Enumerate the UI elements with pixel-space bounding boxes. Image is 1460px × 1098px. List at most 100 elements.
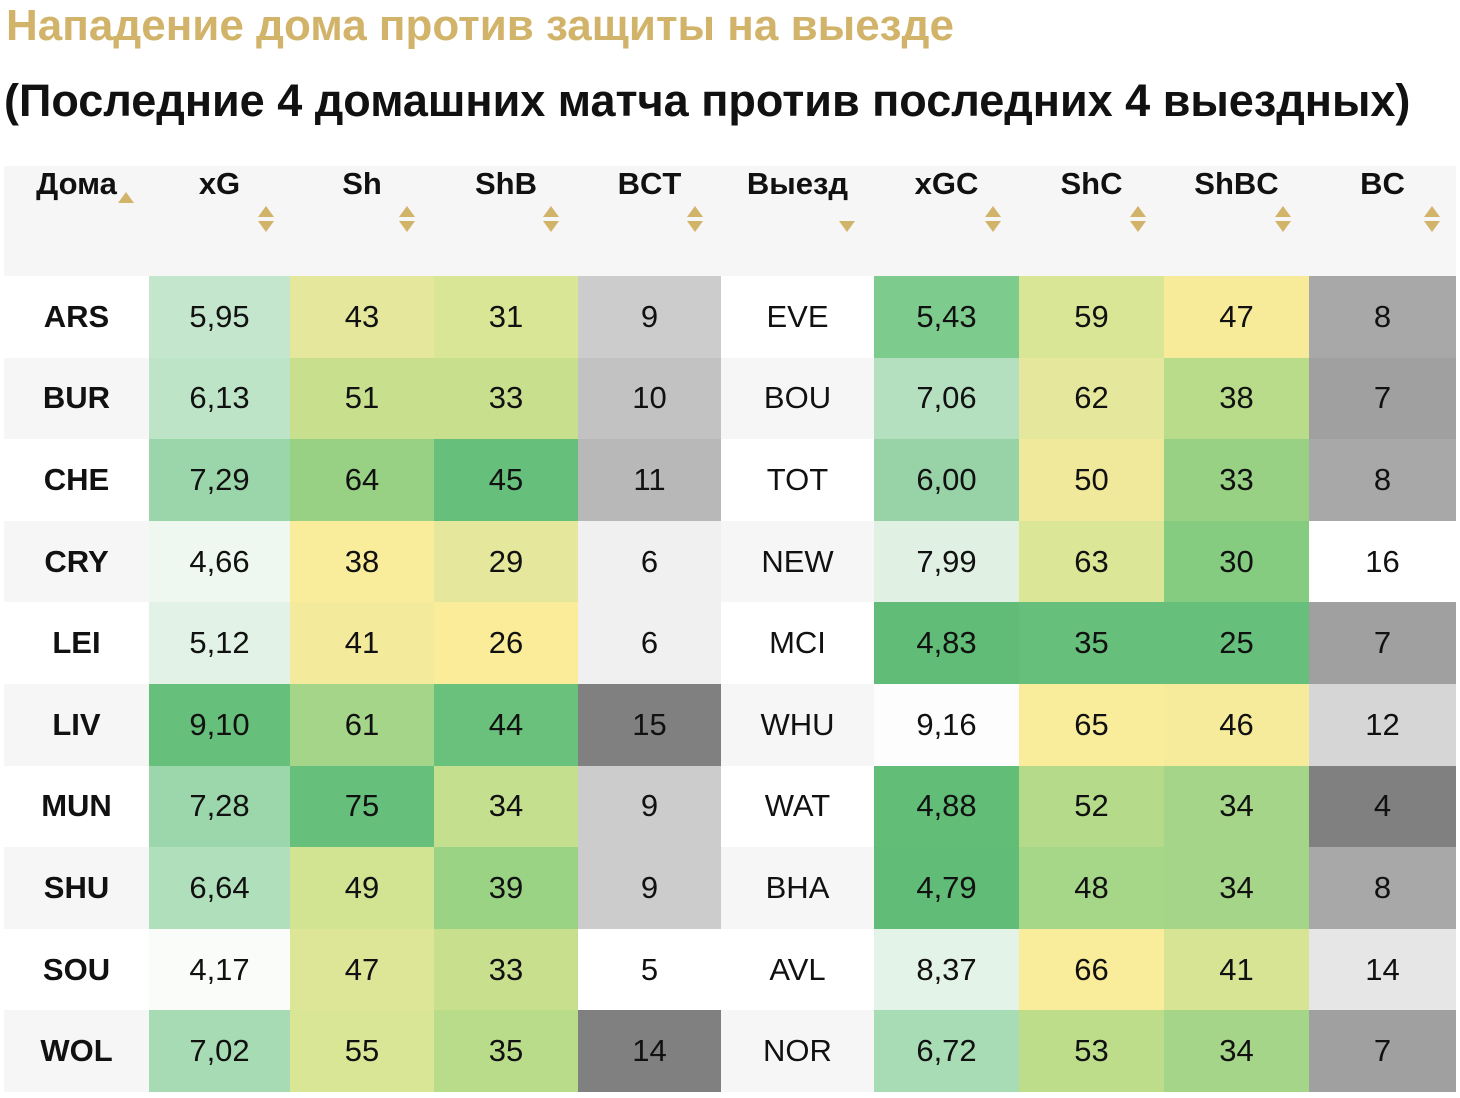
- shbc-cell: 41: [1164, 928, 1309, 1011]
- shb-cell: 39: [434, 847, 578, 929]
- table-row: CRY 4,66 38 29 6 NEW 7,99 63 30 16: [4, 520, 1456, 603]
- bct-cell: 9: [578, 847, 721, 929]
- home-team-cell: CHE: [4, 439, 149, 521]
- away-team-cell: BHA: [721, 847, 874, 929]
- xg-cell: 5,12: [149, 602, 290, 684]
- shbc-cell: 38: [1164, 357, 1309, 440]
- table-header-row: Дома xG Sh ShB BCT Выезд xGC ShC ShBC BC: [4, 166, 1456, 276]
- bct-cell: 9: [578, 765, 721, 848]
- bct-cell: 15: [578, 683, 721, 766]
- bc-cell: 7: [1309, 357, 1456, 440]
- shbc-cell: 47: [1164, 276, 1309, 358]
- xgc-cell: 4,88: [874, 765, 1019, 848]
- away-team-cell: MCI: [721, 602, 874, 684]
- shc-cell: 66: [1019, 928, 1164, 1011]
- column-header-xg[interactable]: xG: [149, 166, 290, 276]
- xgc-cell: 4,79: [874, 847, 1019, 929]
- xgc-cell: 7,06: [874, 357, 1019, 440]
- sh-cell: 51: [290, 357, 434, 440]
- shc-cell: 53: [1019, 1010, 1164, 1092]
- table-row: WOL 7,02 55 35 14 NOR 6,72 53 34 7: [4, 1010, 1456, 1092]
- home-team-cell: LEI: [4, 602, 149, 684]
- shb-cell: 35: [434, 1010, 578, 1092]
- home-team-cell: SHU: [4, 847, 149, 929]
- shc-cell: 50: [1019, 439, 1164, 521]
- sh-cell: 61: [290, 683, 434, 766]
- shc-cell: 63: [1019, 520, 1164, 603]
- shb-cell: 31: [434, 276, 578, 358]
- table-row: CHE 7,29 64 45 11 TOT 6,00 50 33 8: [4, 439, 1456, 521]
- bct-cell: 10: [578, 357, 721, 440]
- shbc-cell: 30: [1164, 520, 1309, 603]
- home-team-cell: ARS: [4, 276, 149, 358]
- shb-cell: 33: [434, 928, 578, 1011]
- column-header-away[interactable]: Выезд: [721, 166, 874, 276]
- column-header-shbc[interactable]: ShBC: [1164, 166, 1309, 276]
- page-subtitle: (Последние 4 домашних матча против после…: [4, 75, 1411, 126]
- xgc-cell: 9,16: [874, 683, 1019, 766]
- shc-cell: 59: [1019, 276, 1164, 358]
- sh-cell: 38: [290, 520, 434, 603]
- shbc-cell: 34: [1164, 847, 1309, 929]
- sh-cell: 75: [290, 765, 434, 848]
- table-row: ARS 5,95 43 31 9 EVE 5,43 59 47 8: [4, 276, 1456, 358]
- xg-cell: 7,02: [149, 1010, 290, 1092]
- away-team-cell: BOU: [721, 357, 874, 440]
- bct-cell: 14: [578, 1010, 721, 1092]
- shb-cell: 45: [434, 439, 578, 521]
- away-team-cell: EVE: [721, 276, 874, 358]
- sh-cell: 43: [290, 276, 434, 358]
- home-team-cell: SOU: [4, 928, 149, 1011]
- xgc-cell: 4,83: [874, 602, 1019, 684]
- table-row: BUR 6,13 51 33 10 BOU 7,06 62 38 7: [4, 357, 1456, 440]
- xg-cell: 4,17: [149, 928, 290, 1011]
- bct-cell: 6: [578, 520, 721, 603]
- shb-cell: 33: [434, 357, 578, 440]
- column-header-shb[interactable]: ShB: [434, 166, 578, 276]
- bct-cell: 9: [578, 276, 721, 358]
- home-team-cell: BUR: [4, 357, 149, 440]
- xgc-cell: 8,37: [874, 928, 1019, 1011]
- column-header-shc[interactable]: ShC: [1019, 166, 1164, 276]
- column-header-sh[interactable]: Sh: [290, 166, 434, 276]
- table-row: SHU 6,64 49 39 9 BHA 4,79 48 34 8: [4, 847, 1456, 929]
- away-team-cell: AVL: [721, 928, 874, 1011]
- bc-cell: 7: [1309, 1010, 1456, 1092]
- xg-cell: 7,28: [149, 765, 290, 848]
- home-team-cell: LIV: [4, 683, 149, 766]
- home-team-cell: CRY: [4, 520, 149, 603]
- column-header-bct[interactable]: BCT: [578, 166, 721, 276]
- bc-cell: 8: [1309, 847, 1456, 929]
- bc-cell: 7: [1309, 602, 1456, 684]
- column-header-home[interactable]: Дома: [4, 166, 149, 276]
- xg-cell: 6,13: [149, 357, 290, 440]
- table-body: ARS 5,95 43 31 9 EVE 5,43 59 47 8 BUR 6,13 51 33 10 BOU…: [4, 276, 1456, 1092]
- bct-cell: 5: [578, 928, 721, 1011]
- xg-cell: 9,10: [149, 683, 290, 766]
- shb-cell: 34: [434, 765, 578, 848]
- home-team-cell: MUN: [4, 765, 149, 848]
- xgc-cell: 7,99: [874, 520, 1019, 603]
- bc-cell: 16: [1309, 520, 1456, 603]
- sh-cell: 47: [290, 928, 434, 1011]
- column-header-xgc[interactable]: xGC: [874, 166, 1019, 276]
- bc-cell: 8: [1309, 276, 1456, 358]
- xg-cell: 5,95: [149, 276, 290, 358]
- sh-cell: 64: [290, 439, 434, 521]
- shbc-cell: 46: [1164, 683, 1309, 766]
- shc-cell: 52: [1019, 765, 1164, 848]
- sh-cell: 49: [290, 847, 434, 929]
- xgc-cell: 6,00: [874, 439, 1019, 521]
- shc-cell: 35: [1019, 602, 1164, 684]
- shb-cell: 26: [434, 602, 578, 684]
- away-team-cell: WHU: [721, 683, 874, 766]
- xgc-cell: 5,43: [874, 276, 1019, 358]
- away-team-cell: TOT: [721, 439, 874, 521]
- column-header-bc[interactable]: BC: [1309, 166, 1456, 276]
- bc-cell: 4: [1309, 765, 1456, 848]
- bc-cell: 12: [1309, 683, 1456, 766]
- bct-cell: 6: [578, 602, 721, 684]
- sh-cell: 41: [290, 602, 434, 684]
- xg-cell: 7,29: [149, 439, 290, 521]
- home-team-cell: WOL: [4, 1010, 149, 1092]
